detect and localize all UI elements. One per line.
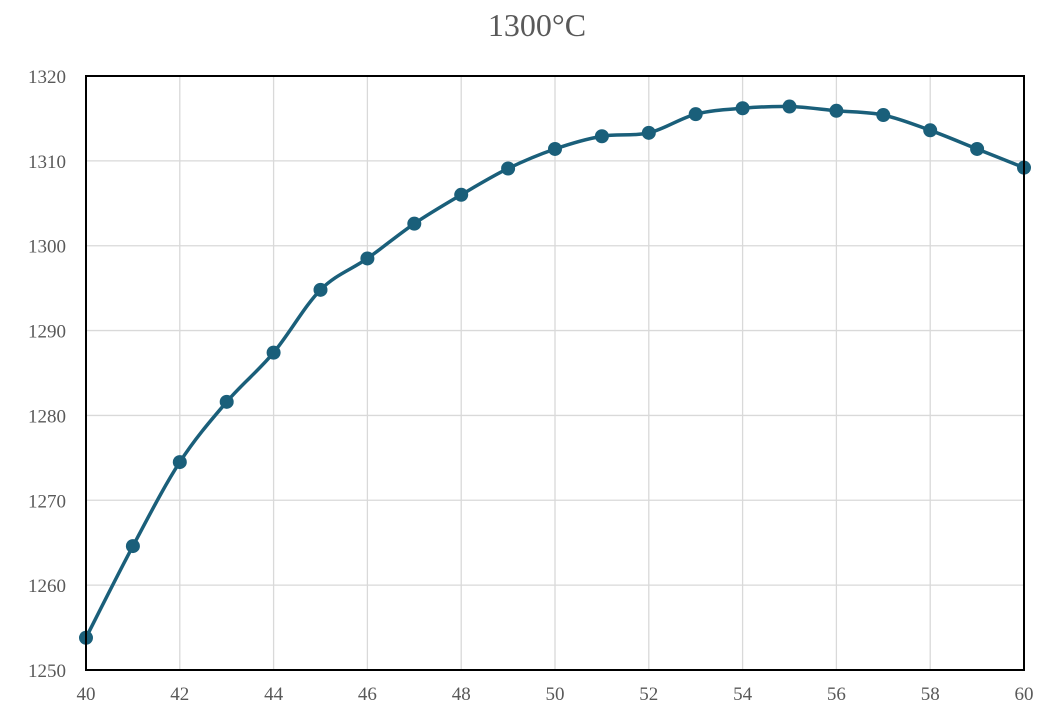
y-tick-label: 1260	[28, 576, 66, 597]
data-point	[923, 123, 938, 138]
data-point	[594, 129, 609, 144]
data-point	[501, 161, 516, 176]
data-point	[688, 107, 703, 122]
x-tick-label: 48	[452, 684, 471, 705]
data-point	[454, 187, 469, 202]
vertical-gridlines	[85, 76, 1025, 670]
data-point	[313, 282, 328, 297]
plot-area-frame	[85, 75, 1025, 671]
x-tick-label: 52	[639, 684, 658, 705]
data-point	[125, 539, 140, 554]
y-tick-label: 1310	[28, 152, 66, 173]
x-tick-label: 40	[77, 684, 96, 705]
x-tick-label: 44	[264, 684, 284, 705]
y-tick-label: 1250	[28, 661, 66, 682]
data-point	[829, 103, 844, 118]
y-axis-tick-labels: 1250 1260 1270 1280 1290 1300 1310 1320	[28, 67, 66, 682]
x-tick-label: 56	[827, 684, 846, 705]
data-point	[641, 125, 656, 140]
x-tick-label: 46	[358, 684, 377, 705]
y-tick-label: 1280	[28, 406, 66, 427]
data-point	[735, 101, 750, 116]
y-tick-label: 1290	[28, 322, 66, 343]
x-tick-label: 58	[921, 684, 940, 705]
data-point	[876, 108, 891, 123]
x-tick-label: 50	[546, 684, 565, 705]
y-tick-label: 1300	[28, 237, 66, 258]
y-tick-label: 1270	[28, 491, 66, 512]
data-point	[407, 216, 422, 231]
data-point	[970, 141, 985, 156]
x-tick-label: 42	[170, 684, 189, 705]
x-axis-tick-labels: 40 42 44 46 48 50 52 54 56 58 60	[77, 684, 1034, 705]
data-point	[172, 455, 187, 470]
chart-title: 1300°C	[488, 7, 586, 43]
x-tick-label: 60	[1015, 684, 1034, 705]
data-point	[219, 394, 234, 409]
data-point	[360, 251, 375, 266]
series-layer	[79, 99, 1031, 645]
y-tick-label: 1320	[28, 67, 66, 88]
data-point	[782, 99, 797, 114]
data-point	[266, 345, 281, 360]
x-tick-label: 54	[733, 684, 753, 705]
data-point	[548, 141, 562, 156]
